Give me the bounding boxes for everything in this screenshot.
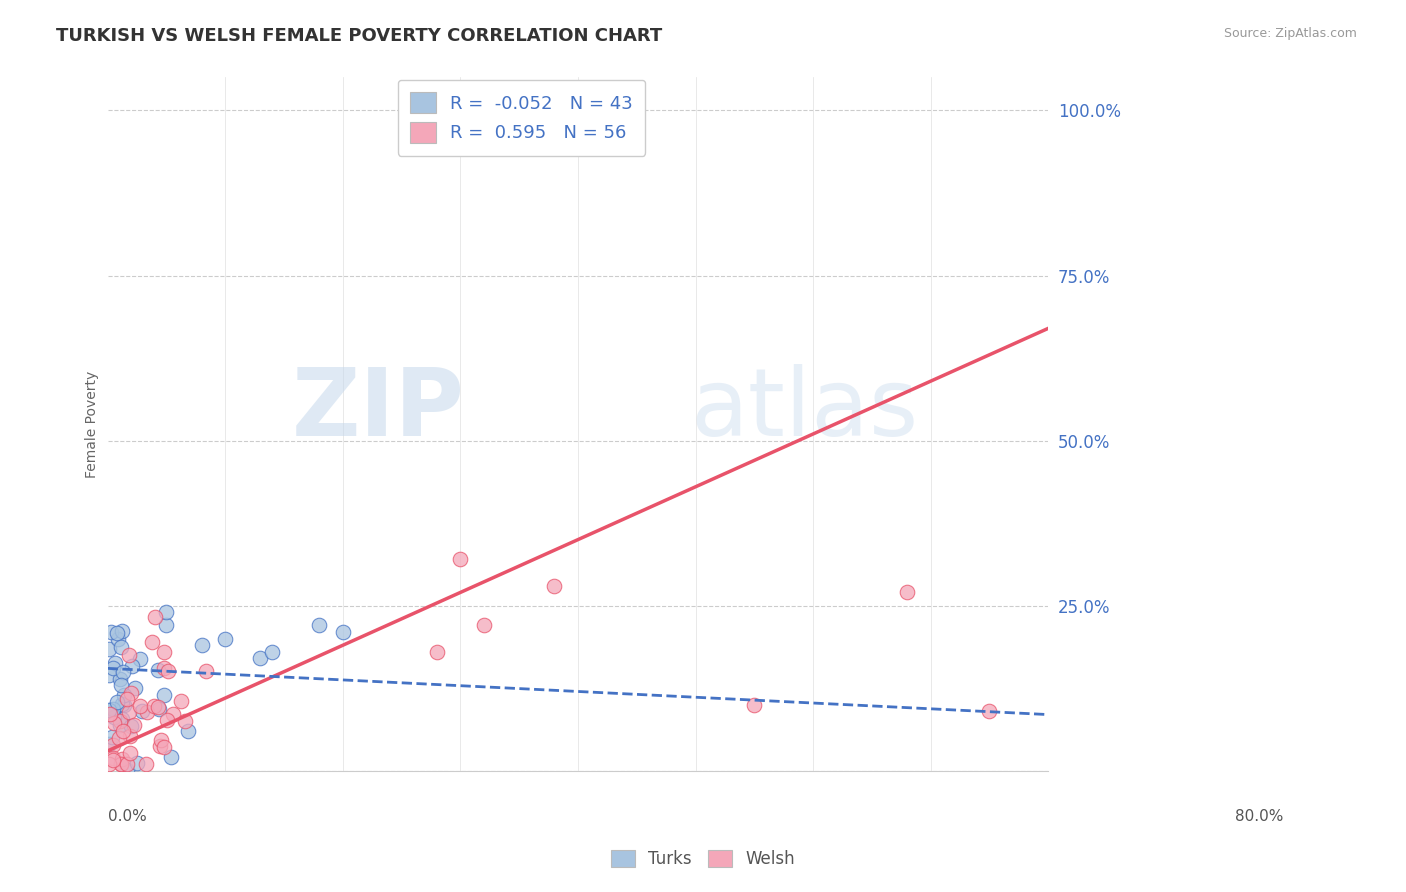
Point bbox=[101, 660, 124, 674]
Point bbox=[112, 665, 135, 679]
Point bbox=[115, 757, 138, 772]
Point bbox=[118, 730, 141, 744]
Point bbox=[114, 688, 136, 702]
Point bbox=[173, 714, 195, 728]
Point bbox=[129, 699, 152, 714]
Point bbox=[131, 704, 153, 718]
Point bbox=[110, 672, 132, 686]
Point bbox=[110, 678, 132, 692]
Point bbox=[100, 624, 122, 639]
Point bbox=[110, 640, 132, 655]
Text: Source: ZipAtlas.com: Source: ZipAtlas.com bbox=[1223, 27, 1357, 40]
Point bbox=[591, 103, 613, 118]
Point bbox=[153, 661, 176, 675]
Point bbox=[190, 638, 212, 652]
Legend: Turks, Welsh: Turks, Welsh bbox=[605, 843, 801, 875]
Point bbox=[103, 753, 125, 767]
Point bbox=[177, 723, 200, 738]
Point bbox=[105, 695, 128, 709]
Point bbox=[104, 656, 127, 670]
Point bbox=[101, 750, 124, 764]
Point bbox=[97, 703, 120, 717]
Point bbox=[136, 705, 159, 719]
Point bbox=[110, 714, 132, 728]
Point bbox=[120, 719, 142, 733]
Point bbox=[107, 632, 129, 646]
Point bbox=[111, 697, 134, 711]
Point bbox=[107, 626, 129, 640]
Point bbox=[153, 740, 176, 755]
Point bbox=[979, 704, 1001, 718]
Point bbox=[101, 739, 124, 753]
Point bbox=[157, 664, 180, 678]
Text: ZIP: ZIP bbox=[292, 364, 465, 456]
Point bbox=[146, 700, 169, 714]
Point bbox=[128, 652, 150, 666]
Point bbox=[170, 694, 193, 708]
Point bbox=[118, 648, 141, 662]
Point bbox=[156, 713, 179, 727]
Point bbox=[110, 757, 132, 772]
Y-axis label: Female Poverty: Female Poverty bbox=[86, 370, 100, 478]
Point bbox=[155, 618, 177, 632]
Point bbox=[103, 710, 125, 724]
Point bbox=[112, 698, 135, 712]
Point bbox=[112, 723, 135, 738]
Point bbox=[98, 757, 121, 772]
Point bbox=[108, 718, 131, 732]
Point bbox=[155, 605, 177, 619]
Point bbox=[111, 713, 134, 727]
Point bbox=[101, 730, 124, 744]
Point bbox=[543, 579, 565, 593]
Point bbox=[160, 750, 183, 764]
Point bbox=[449, 552, 471, 566]
Point bbox=[896, 585, 918, 599]
Point bbox=[121, 659, 143, 673]
Point bbox=[117, 705, 139, 719]
Text: 80.0%: 80.0% bbox=[1234, 809, 1284, 824]
Point bbox=[162, 706, 184, 721]
Point bbox=[308, 618, 330, 632]
Point bbox=[125, 756, 148, 770]
Point bbox=[141, 635, 163, 649]
Text: 0.0%: 0.0% bbox=[108, 809, 146, 824]
Point bbox=[122, 717, 145, 731]
Point bbox=[103, 716, 125, 731]
Point bbox=[98, 668, 121, 682]
Point bbox=[472, 618, 495, 632]
Point bbox=[101, 702, 124, 716]
Point bbox=[111, 752, 134, 766]
Point bbox=[142, 698, 165, 713]
Point bbox=[153, 688, 176, 702]
Point bbox=[111, 624, 134, 638]
Point bbox=[124, 681, 146, 695]
Point bbox=[426, 645, 449, 659]
Point bbox=[135, 757, 157, 772]
Point bbox=[98, 706, 121, 721]
Point bbox=[120, 686, 142, 700]
Point bbox=[262, 645, 284, 659]
Legend: R =  -0.052   N = 43, R =  0.595   N = 56: R = -0.052 N = 43, R = 0.595 N = 56 bbox=[398, 79, 645, 155]
Point bbox=[214, 632, 236, 646]
Point bbox=[332, 625, 354, 640]
Point bbox=[249, 651, 271, 665]
Point bbox=[98, 642, 121, 657]
Point bbox=[195, 664, 218, 678]
Point bbox=[120, 746, 142, 760]
Point bbox=[744, 698, 766, 712]
Point bbox=[149, 733, 172, 747]
Point bbox=[98, 738, 121, 752]
Point bbox=[145, 610, 167, 624]
Point bbox=[117, 691, 139, 706]
Point bbox=[149, 739, 172, 753]
Point bbox=[115, 764, 138, 778]
Point bbox=[148, 663, 170, 677]
Point bbox=[152, 644, 174, 658]
Text: TURKISH VS WELSH FEMALE POVERTY CORRELATION CHART: TURKISH VS WELSH FEMALE POVERTY CORRELAT… bbox=[56, 27, 662, 45]
Point bbox=[148, 702, 170, 716]
Point bbox=[110, 757, 132, 772]
Text: atlas: atlas bbox=[690, 364, 920, 456]
Point bbox=[108, 731, 131, 745]
